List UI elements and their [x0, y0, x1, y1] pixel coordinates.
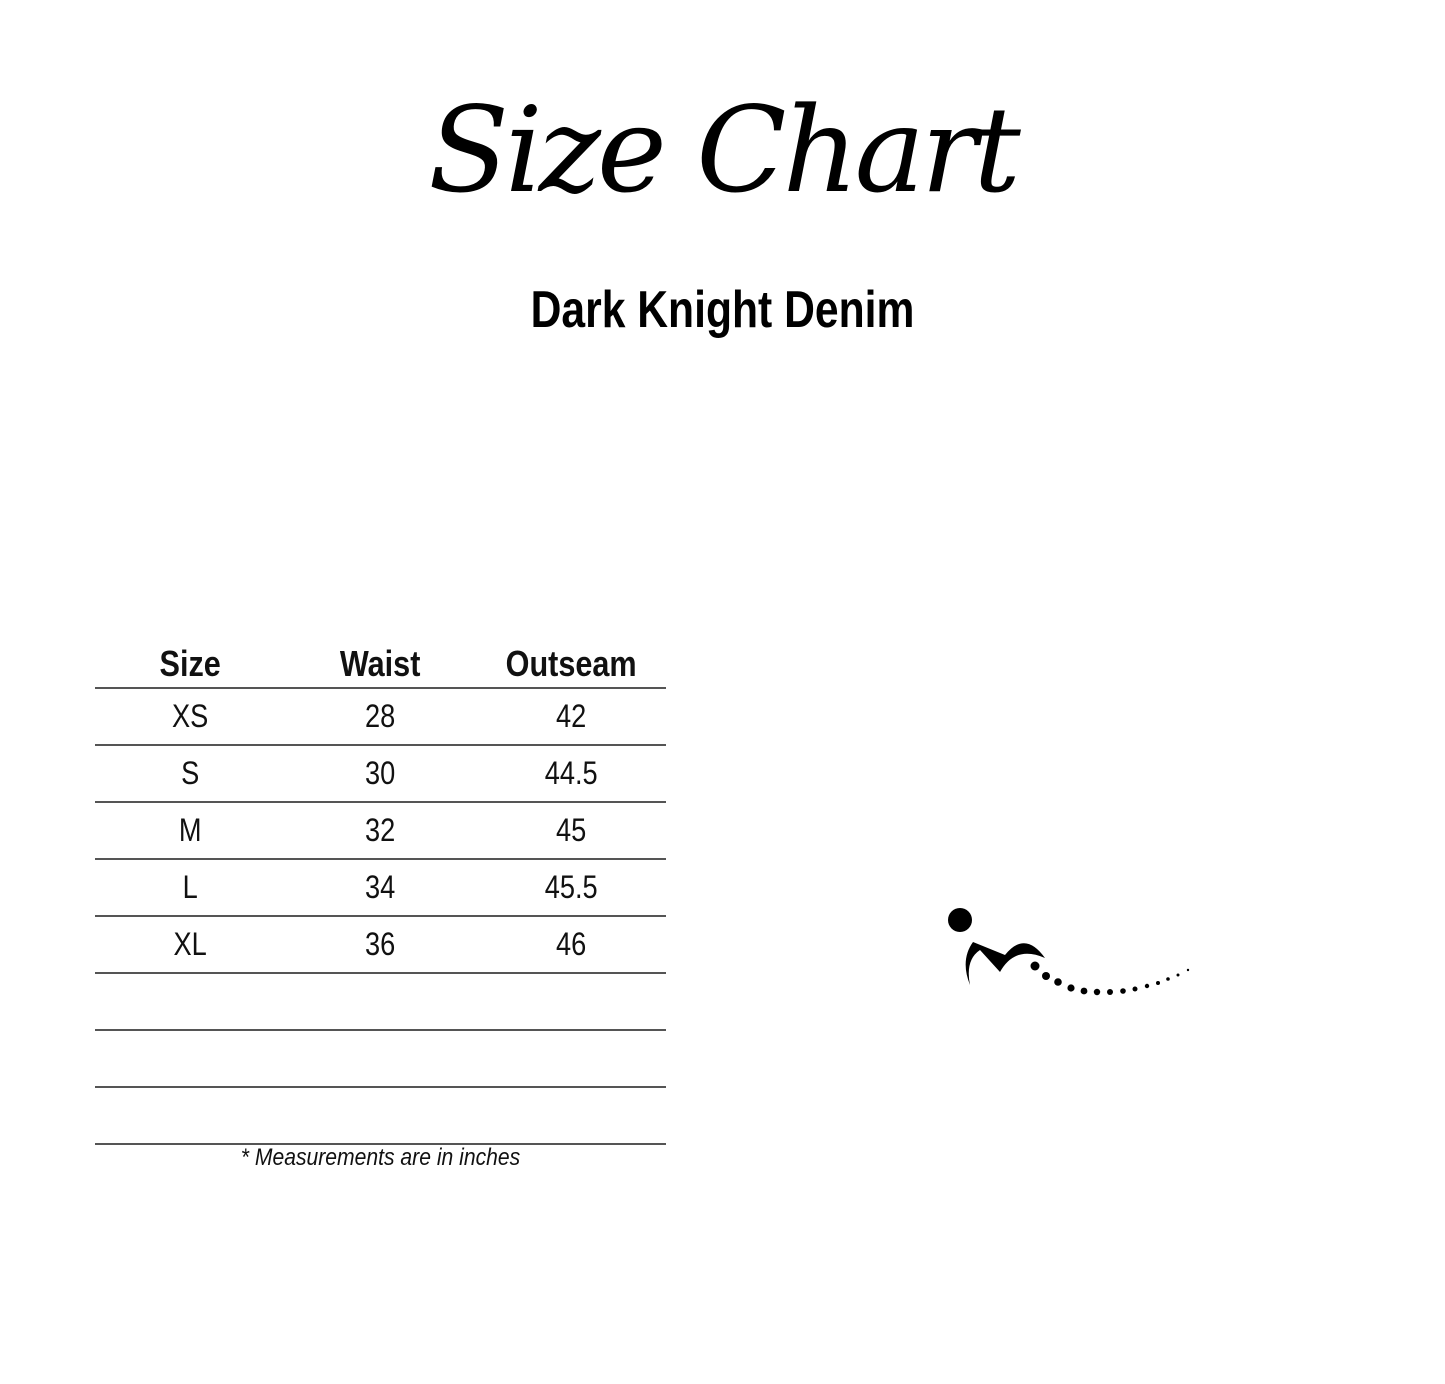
header-waist: Waist: [340, 643, 421, 684]
cell-outseam: 45: [555, 812, 586, 848]
table-row: XL 36 46: [95, 917, 666, 974]
cell-outseam: 45.5: [544, 869, 598, 905]
cell-waist: 32: [365, 812, 396, 848]
product-name: Dark Knight Denim: [530, 281, 915, 339]
cell-size: M: [178, 812, 202, 848]
cell-size: L: [182, 869, 198, 905]
table-row: L 34 45.5: [95, 860, 666, 917]
table-header: Size Waist Outseam: [95, 640, 666, 689]
table-row: [95, 1031, 666, 1088]
table-row: S 30 44.5: [95, 746, 666, 803]
cell-size: XL: [173, 926, 207, 962]
table-row: M 32 45: [95, 803, 666, 860]
cell-outseam: 44.5: [544, 755, 598, 791]
size-table: Size Waist Outseam XS 28 42 S 30 44.5 M 32 45 L 34…: [95, 640, 666, 1145]
header-size: Size: [159, 643, 221, 684]
cell-size: S: [181, 755, 200, 791]
cell-waist: 34: [365, 869, 396, 905]
cell-waist: 36: [365, 926, 396, 962]
cell-outseam: 46: [555, 926, 586, 962]
cell-outseam: 42: [555, 698, 586, 734]
table-row: [95, 1088, 666, 1145]
table-row: [95, 974, 666, 1031]
header-outseam: Outseam: [505, 643, 637, 684]
page-title: Size Chart: [428, 81, 1021, 219]
cell-waist: 28: [365, 698, 396, 734]
cell-waist: 30: [365, 755, 396, 791]
footnote: * Measurements are in inches: [240, 1144, 521, 1171]
leaping-figure-logo-icon: [948, 908, 1190, 996]
cell-size: XS: [172, 698, 209, 734]
table-row: XS 28 42: [95, 689, 666, 746]
